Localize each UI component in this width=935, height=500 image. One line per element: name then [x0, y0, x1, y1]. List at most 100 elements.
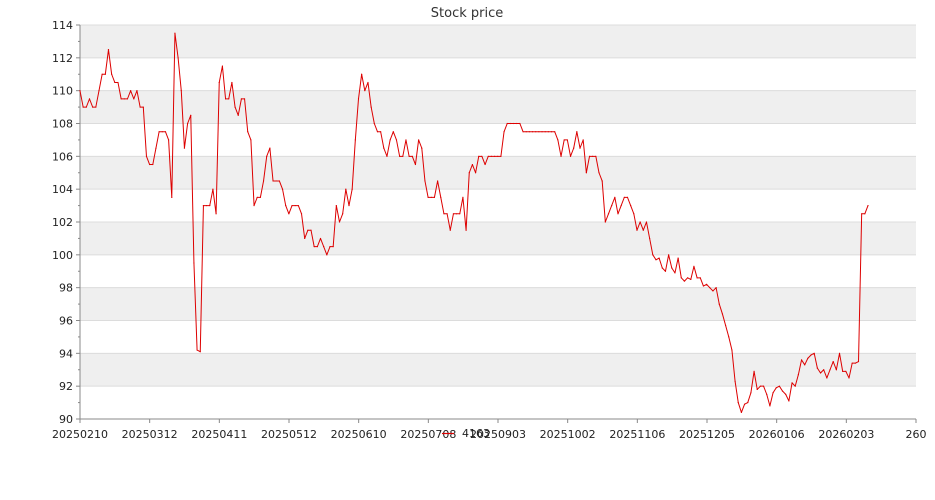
data-point	[161, 131, 163, 133]
data-point	[202, 204, 205, 207]
data-point	[819, 372, 822, 374]
data-point	[247, 131, 249, 133]
data-point	[133, 98, 135, 100]
data-point	[861, 213, 863, 215]
data-point	[256, 196, 258, 198]
data-point	[563, 139, 565, 141]
data-point	[278, 180, 280, 182]
data-point	[560, 155, 562, 157]
y-tick-label: 106	[52, 150, 73, 163]
data-point	[266, 155, 268, 157]
data-point	[145, 155, 148, 157]
x-tick-label: 20250210	[52, 428, 108, 441]
data-point	[671, 267, 673, 269]
data-point	[88, 98, 91, 100]
y-axis-ticks: 90 92 94 96 98 100 102 104 106 108 110 112 114	[52, 19, 80, 426]
data-point	[693, 265, 695, 267]
data-point	[598, 172, 600, 174]
data-point	[411, 155, 413, 157]
data-point	[231, 81, 233, 84]
data-point	[639, 221, 641, 223]
data-point	[838, 352, 841, 354]
data-point	[424, 180, 426, 182]
data-point	[142, 106, 144, 108]
y-tick-label: 94	[59, 347, 73, 360]
data-point	[674, 272, 676, 274]
data-point	[111, 73, 113, 75]
data-point	[316, 246, 318, 248]
data-point	[452, 213, 455, 215]
data-point	[437, 180, 439, 182]
data-point	[547, 131, 549, 133]
data-point	[690, 278, 692, 281]
x-tick-label: 260	[906, 428, 927, 441]
data-point	[664, 270, 667, 272]
data-point	[810, 354, 812, 356]
data-point	[481, 155, 483, 157]
data-point	[835, 369, 837, 371]
data-point	[158, 131, 160, 133]
data-point	[826, 377, 828, 379]
data-point	[706, 283, 708, 285]
background-band	[80, 353, 916, 387]
data-point	[775, 387, 777, 389]
data-point	[857, 360, 860, 363]
data-point	[443, 213, 445, 215]
data-point	[199, 351, 201, 353]
x-tick-label: 20250312	[122, 428, 178, 441]
chart-title: Stock price	[431, 6, 503, 21]
data-point	[471, 163, 474, 166]
data-point	[493, 155, 496, 157]
legend: 4163	[442, 427, 490, 440]
data-point	[82, 106, 84, 108]
data-point	[253, 204, 255, 207]
data-point	[361, 73, 363, 75]
data-point	[414, 163, 417, 166]
data-point	[386, 155, 388, 157]
data-point	[487, 155, 489, 157]
data-point	[433, 196, 436, 198]
data-point	[509, 122, 511, 125]
data-point	[345, 188, 347, 190]
data-point	[126, 98, 129, 100]
data-point	[117, 81, 119, 84]
data-point	[614, 196, 616, 198]
data-point	[168, 139, 170, 141]
data-point	[604, 221, 606, 223]
data-point	[557, 139, 559, 141]
data-point	[630, 204, 632, 207]
data-point	[380, 131, 382, 133]
x-tick-label: 20250411	[191, 428, 247, 441]
data-point	[737, 401, 739, 404]
data-point	[269, 147, 271, 149]
data-point	[617, 213, 619, 215]
data-point	[851, 362, 853, 364]
y-tick-label: 96	[59, 315, 73, 328]
data-point	[762, 385, 765, 387]
data-point	[332, 246, 334, 248]
data-point	[421, 147, 423, 149]
data-point	[307, 229, 309, 231]
y-tick-label: 110	[52, 85, 73, 98]
data-point	[348, 204, 350, 207]
data-point	[519, 122, 521, 125]
data-point	[187, 122, 189, 125]
data-point	[585, 172, 587, 174]
data-point	[440, 196, 442, 198]
data-point	[721, 313, 724, 315]
data-point	[658, 257, 660, 259]
data-point	[649, 237, 651, 240]
data-point	[281, 188, 284, 190]
data-point	[601, 180, 603, 182]
data-point	[854, 362, 856, 364]
data-point	[468, 172, 470, 174]
data-point	[845, 370, 847, 372]
data-point	[769, 405, 771, 407]
data-point	[259, 196, 261, 198]
data-point	[294, 204, 296, 207]
data-point	[680, 277, 682, 279]
data-point	[395, 139, 398, 141]
data-point	[250, 139, 252, 141]
data-point	[98, 90, 100, 92]
data-point	[272, 180, 274, 182]
